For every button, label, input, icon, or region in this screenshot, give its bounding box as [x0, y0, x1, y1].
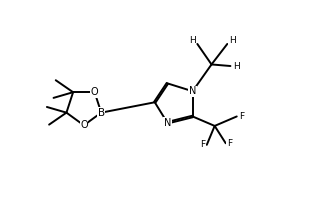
- Text: H: H: [233, 61, 240, 71]
- Text: B: B: [98, 108, 105, 118]
- Text: H: H: [229, 36, 235, 45]
- Text: F: F: [239, 112, 244, 121]
- Text: H: H: [189, 36, 196, 45]
- Text: F: F: [200, 140, 205, 149]
- Text: O: O: [91, 87, 98, 97]
- Text: O: O: [80, 120, 88, 130]
- Text: N: N: [164, 118, 171, 128]
- Text: F: F: [227, 139, 232, 148]
- Text: N: N: [189, 86, 196, 96]
